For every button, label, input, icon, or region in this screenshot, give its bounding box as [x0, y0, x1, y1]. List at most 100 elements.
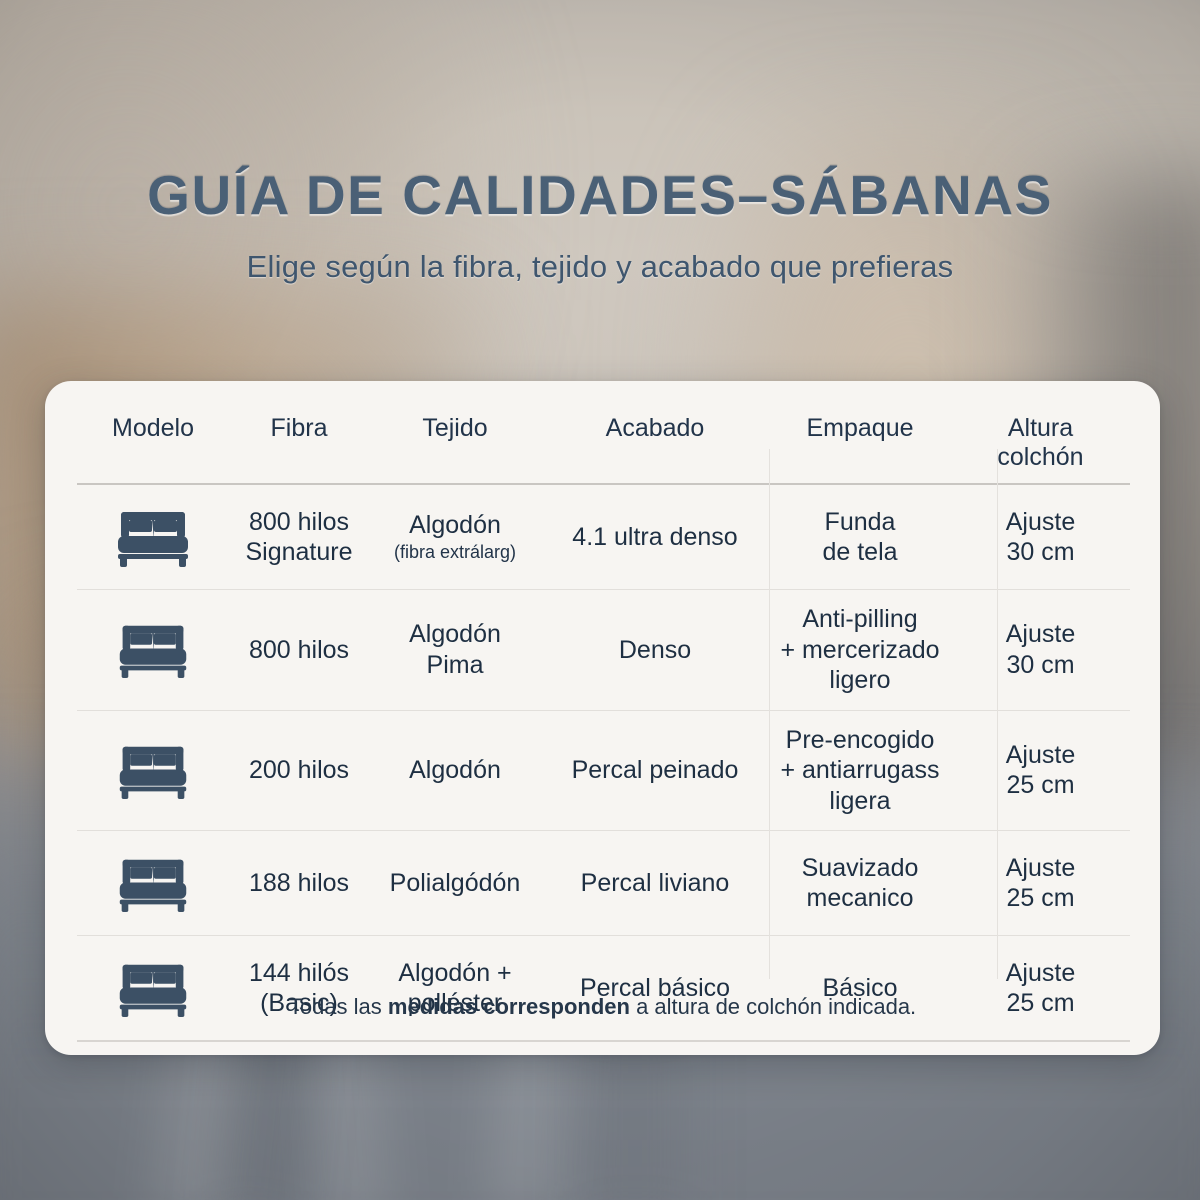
tejido-line1: Algodón — [409, 510, 501, 539]
column-header-altura-line2: colchón — [997, 442, 1084, 471]
column-header-empaque: Empaque — [806, 414, 914, 442]
column-header-altura-line1: Altura — [1007, 414, 1074, 442]
acabado-line1: Denso — [618, 635, 692, 664]
footer-note-prefix: Todas las — [288, 994, 388, 1019]
row-model-icon-cell — [77, 940, 229, 1036]
row-fibra-cell: 800 hilos Signature — [229, 485, 369, 589]
row-model-icon-cell — [77, 835, 229, 931]
row-empaque-cell: Anti-pilling + mercerizado ligero — [769, 590, 951, 710]
row-model-icon-cell — [77, 722, 229, 818]
fibra-line1: 188 hilos — [248, 868, 350, 897]
table-header-row: Modelo Fibra Tejido Acabado Empaque Altu… — [77, 408, 1130, 471]
row-altura-cell: Ajuste 30 cm — [951, 485, 1130, 589]
bed-icon — [118, 512, 188, 567]
table-row: 200 hilos Algodón Percal peinado Pre-enc… — [77, 711, 1130, 831]
header-separator — [77, 483, 1130, 485]
row-empaque-cell: Funda de tela — [769, 485, 951, 589]
acabado-line1: Percal básico — [579, 973, 731, 1002]
row-acabado-cell: Percal básico — [541, 936, 769, 1040]
altura-line1: Ajuste — [1005, 958, 1076, 987]
row-model-icon-cell — [77, 602, 229, 698]
fibra-line1: 800 hilos — [248, 507, 350, 536]
altura-line2: 25 cm — [1006, 884, 1075, 912]
empaque-line2: + mercerizado — [780, 635, 940, 664]
row-acabado-cell: Percal peinado — [541, 718, 769, 822]
altura-line2: 25 cm — [1006, 989, 1075, 1017]
quality-guide-card: Modelo Fibra Tejido Acabado Empaque Altu… — [45, 381, 1160, 1055]
tejido-line2: Pima — [426, 650, 484, 679]
altura-line2: 30 cm — [1006, 538, 1075, 566]
fibra-line1: 144 hilós — [248, 958, 350, 987]
column-header-modelo: Modelo — [112, 414, 194, 442]
altura-line1: Ajuste — [1005, 507, 1076, 536]
fibra-line1: 800 hilos — [248, 635, 350, 664]
row-model-icon-cell — [77, 489, 229, 585]
column-header-tejido: Tejido — [422, 414, 488, 442]
row-altura-cell: Ajuste 25 cm — [951, 831, 1130, 935]
column-header-fibra: Fibra — [270, 414, 328, 442]
table-row: 800 hilos Algodón Pima Denso Anti-pillin… — [77, 590, 1130, 710]
row-fibra-cell: 144 hilós (Basic) — [229, 936, 369, 1040]
row-acabado-cell: Denso — [541, 598, 769, 702]
row-tejido-cell: Polialgódón — [369, 831, 541, 935]
row-tejido-cell: Algodón Pima — [369, 598, 541, 702]
empaque-line2: de tela — [822, 538, 898, 566]
empaque-line1: Anti-pilling — [802, 605, 918, 633]
altura-line1: Ajuste — [1005, 853, 1076, 882]
row-tejido-cell: Algodón — [369, 718, 541, 822]
row-empaque-cell: Pre-encogido + antiarrugass ligera — [769, 711, 951, 831]
table-bottom-separator — [77, 1040, 1130, 1042]
empaque-line1: Básico — [822, 973, 898, 1002]
empaque-line2: + antiarrugass — [780, 756, 940, 784]
tejido-line1: Algodón — [409, 756, 501, 784]
bed-icon — [119, 746, 187, 799]
row-empaque-cell: Básico — [769, 936, 951, 1040]
row-empaque-cell: Suavizado mecanico — [769, 831, 951, 935]
acabado-line1: Percal peinado — [571, 756, 739, 784]
row-altura-cell: Ajuste 25 cm — [951, 936, 1130, 1040]
table-row: 144 hilós (Basic) Algodón + polléster Pe… — [77, 936, 1130, 1040]
empaque-line3: ligera — [829, 786, 891, 815]
empaque-line1: Pre-encogido — [785, 725, 935, 754]
row-tejido-cell: Algodón (fibra extrálarg) — [369, 485, 541, 589]
acabado-line1: Percal liviano — [580, 868, 730, 897]
empaque-line3: ligero — [829, 666, 891, 694]
empaque-line1: Suavizado — [801, 853, 919, 882]
row-separator — [77, 589, 1130, 590]
column-header-altura-colchon: Altura colchón — [951, 408, 1130, 471]
tejido-line1: Polialgódón — [389, 868, 521, 897]
empaque-line1: Funda — [824, 507, 896, 536]
page-title: GUÍA DE CALIDADES–SÁBANAS — [147, 164, 1053, 226]
table-row: 800 hilos Signature Algodón (fibra extrá… — [77, 485, 1130, 589]
footer-note: Todas las medidas corresponden a altura … — [45, 994, 1160, 1020]
row-altura-cell: Ajuste 30 cm — [951, 598, 1130, 702]
footer-note-suffix: a altura de colchón indicada. — [629, 994, 917, 1019]
tejido-sub: (fibra extrálarg) — [393, 542, 517, 563]
altura-line2: 25 cm — [1006, 771, 1075, 800]
empaque-line2: mecanico — [806, 884, 914, 912]
page-subtitle: Elige según la fibra, tejido y acabado q… — [246, 249, 954, 284]
altura-line1: Ajuste — [1005, 740, 1076, 769]
tejido-line2: polléster — [407, 989, 503, 1017]
bed-icon — [119, 964, 187, 1017]
row-separator — [77, 830, 1130, 831]
column-header-acabado: Acabado — [605, 414, 705, 442]
altura-line1: Ajuste — [1005, 620, 1076, 649]
acabado-line1: 4.1 ultra denso — [572, 522, 738, 551]
row-separator — [77, 709, 1130, 711]
row-acabado-cell: Percal liviano — [541, 831, 769, 935]
tejido-line1: Algodón — [409, 620, 501, 649]
fibra-line1: 200 hilos — [248, 756, 350, 784]
footer-note-bold: medidas corresponden — [387, 994, 630, 1019]
row-altura-cell: Ajuste 25 cm — [951, 718, 1130, 822]
table-row: 188 hilos Polialgódón Percal liviano Sua… — [77, 831, 1130, 935]
page-header: GUÍA DE CALIDADES–SÁBANAS Elige según la… — [0, 168, 1200, 285]
bed-icon — [119, 859, 187, 912]
row-tejido-cell: Algodón + polléster — [369, 936, 541, 1040]
quality-table: Modelo Fibra Tejido Acabado Empaque Altu… — [77, 408, 1130, 1042]
row-separator — [77, 935, 1130, 936]
fibra-line2: (Basic) — [260, 989, 338, 1017]
bed-icon — [119, 626, 187, 679]
row-acabado-cell: 4.1 ultra denso — [541, 485, 769, 589]
tejido-line1: Algodón + — [398, 958, 512, 987]
